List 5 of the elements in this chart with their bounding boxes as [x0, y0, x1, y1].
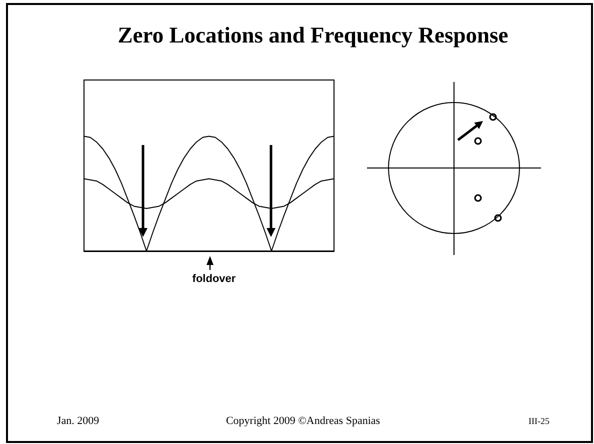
text: Jan. 2009: [56, 415, 100, 427]
text: III-25: [528, 416, 550, 426]
text: foldover: [192, 273, 236, 285]
text: Copyright 2009 ©Andreas Spanias: [226, 415, 380, 427]
chart-title: Zero Locations and Frequency Response: [118, 22, 508, 48]
